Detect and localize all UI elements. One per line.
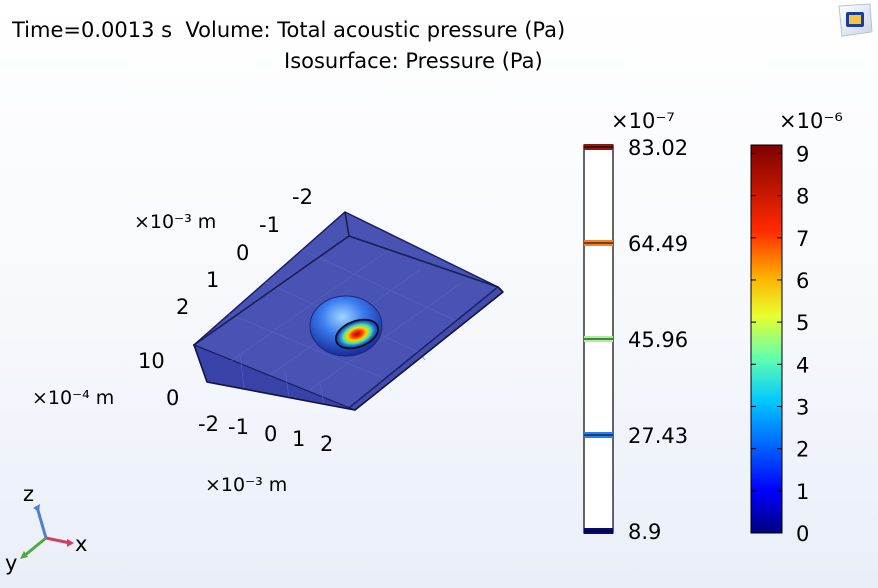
x-tick: 2 bbox=[320, 432, 333, 456]
volume-tick-label: 6 bbox=[796, 269, 809, 293]
volume-tick-label: 8 bbox=[796, 185, 809, 209]
z-tick: 0 bbox=[166, 386, 179, 410]
y-tick: -2 bbox=[292, 185, 313, 209]
x-axis-unit: ×10⁻³ m bbox=[205, 474, 287, 496]
volume-tick-label: 2 bbox=[796, 438, 809, 462]
triad-z-label: z bbox=[23, 482, 34, 506]
pressure-hotspot bbox=[334, 318, 380, 350]
volume-colorbar-gradient bbox=[750, 144, 783, 534]
volume-tick-label: 7 bbox=[796, 227, 809, 251]
volume-tick-label: 9 bbox=[796, 142, 809, 166]
triad-y-label: y bbox=[5, 551, 17, 575]
volume-tick-label: 0 bbox=[796, 522, 809, 546]
x-tick: -1 bbox=[228, 415, 249, 439]
axis-triad-icon: z x y bbox=[5, 482, 87, 575]
iso-level-label: 45.96 bbox=[628, 328, 688, 352]
box-grid-lines bbox=[228, 249, 461, 405]
iso-level-label: 64.49 bbox=[628, 232, 688, 256]
volume-colorbar: ×10⁻⁶ 9 8 7 6 5 4 3 2 1 0 bbox=[750, 109, 843, 546]
z-tick: 10 bbox=[138, 349, 165, 373]
box-bottom-edge bbox=[206, 291, 504, 411]
x-tick: 0 bbox=[264, 422, 277, 446]
plot-title: Time=0.0013 s Volume: Total acoustic pre… bbox=[12, 18, 566, 42]
isosurface-dome bbox=[309, 295, 383, 357]
volume-multiplier: ×10⁻⁶ bbox=[779, 109, 843, 133]
y-axis-unit: ×10⁻³ m bbox=[134, 211, 216, 233]
y-tick: 2 bbox=[176, 295, 189, 319]
iso-multiplier: ×10⁻⁷ bbox=[611, 109, 675, 133]
x-tick: 1 bbox=[292, 427, 305, 451]
volume-tick-label: 4 bbox=[796, 353, 809, 377]
axis3d-labels: ×10⁻³ m -2 -1 0 1 2 10 ×10⁻⁴ m 0 -2 -1 0… bbox=[32, 185, 333, 496]
z-axis-unit: ×10⁻⁴ m bbox=[32, 387, 114, 409]
triad-x-label: x bbox=[75, 532, 87, 556]
volume-tick-label: 3 bbox=[796, 395, 809, 419]
x-tick: -2 bbox=[198, 412, 219, 436]
iso-level-label: 8.9 bbox=[628, 520, 661, 544]
y-tick: 1 bbox=[206, 268, 219, 292]
iso-level-label: 27.43 bbox=[628, 424, 688, 448]
volume-tick-label: 5 bbox=[796, 311, 809, 335]
y-tick: -1 bbox=[259, 213, 280, 237]
comsol-graphics-icon bbox=[838, 3, 873, 37]
iso-level-label: 83.02 bbox=[628, 136, 688, 160]
y-tick: 0 bbox=[236, 241, 249, 265]
plot-subtitle: Isosurface: Pressure (Pa) bbox=[284, 49, 543, 73]
volume-tick-label: 1 bbox=[796, 480, 809, 504]
isosurface-legend: ×10⁻⁷ 83.02 64.49 45.96 27.43 8.9 bbox=[583, 109, 688, 544]
